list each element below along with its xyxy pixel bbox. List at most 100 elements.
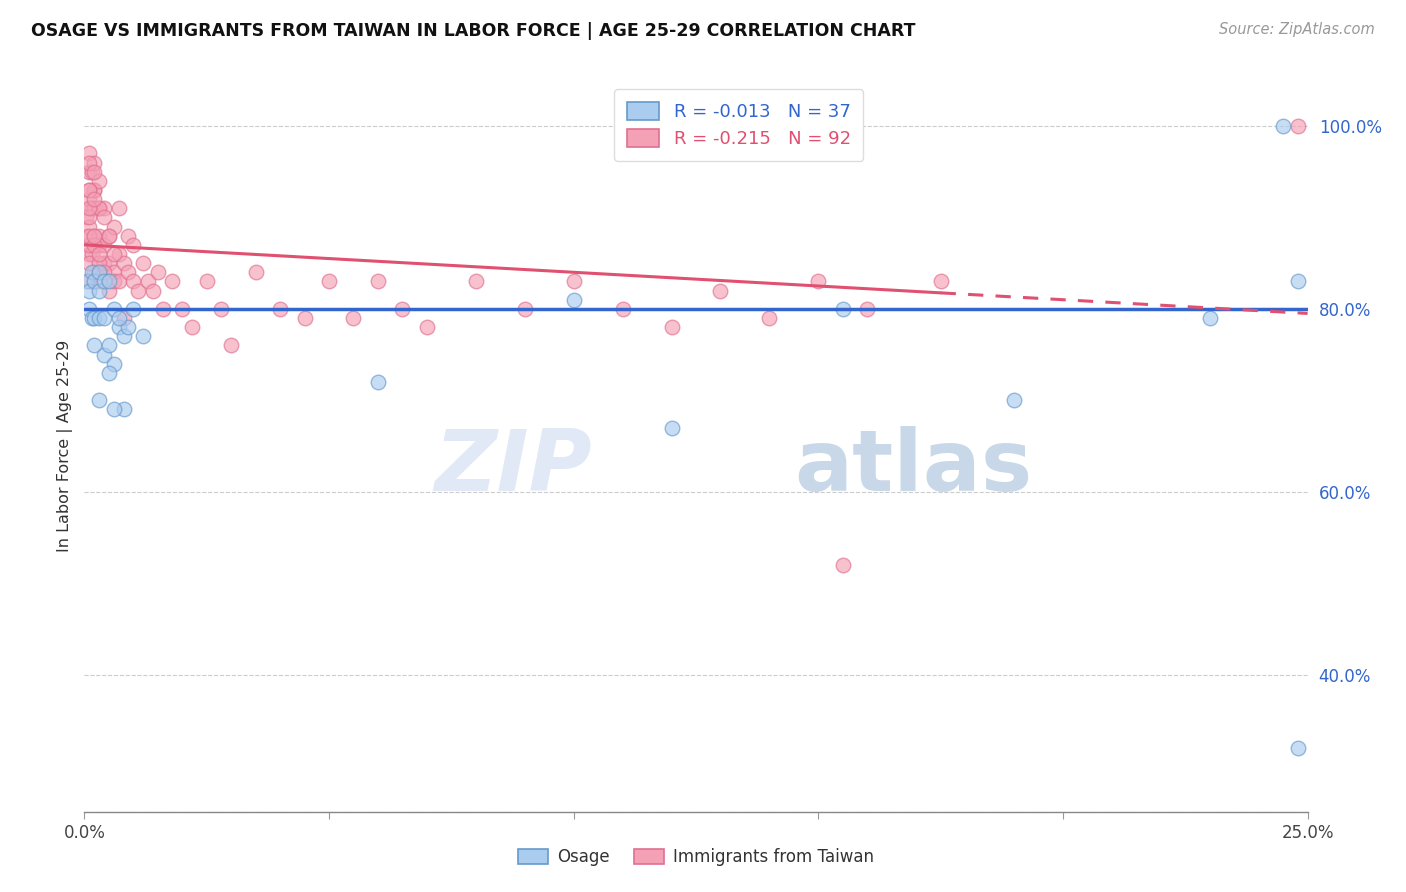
Point — [97, 275, 120, 289]
Point — [87, 256, 110, 270]
Point — [83, 192, 105, 206]
Point — [87, 265, 110, 279]
Point — [103, 265, 125, 279]
Point — [117, 265, 139, 279]
Point — [77, 155, 100, 169]
Point — [77, 256, 100, 270]
Point — [76, 228, 98, 243]
Point — [93, 265, 115, 279]
Point — [367, 275, 389, 289]
Point — [80, 201, 103, 215]
Point — [661, 320, 683, 334]
Point — [112, 402, 135, 417]
Point — [83, 310, 105, 325]
Point — [77, 164, 100, 178]
Point — [97, 284, 120, 298]
Point — [93, 348, 115, 362]
Point — [93, 201, 115, 215]
Point — [97, 366, 120, 380]
Point — [87, 201, 110, 215]
Point — [103, 301, 125, 316]
Point — [83, 155, 105, 169]
Point — [152, 301, 174, 316]
Point — [464, 275, 486, 289]
Point — [318, 275, 340, 289]
Point — [831, 301, 853, 316]
Text: OSAGE VS IMMIGRANTS FROM TAIWAN IN LABOR FORCE | AGE 25-29 CORRELATION CHART: OSAGE VS IMMIGRANTS FROM TAIWAN IN LABOR… — [31, 22, 915, 40]
Point — [80, 310, 103, 325]
Text: Source: ZipAtlas.com: Source: ZipAtlas.com — [1219, 22, 1375, 37]
Point — [87, 275, 110, 289]
Point — [77, 275, 100, 289]
Point — [77, 192, 100, 206]
Point — [93, 211, 115, 225]
Point — [77, 183, 100, 197]
Point — [107, 201, 129, 215]
Point — [83, 338, 105, 352]
Point — [929, 275, 952, 289]
Point — [172, 301, 194, 316]
Point — [83, 275, 105, 289]
Point — [87, 174, 110, 188]
Point — [80, 247, 103, 261]
Point — [107, 320, 129, 334]
Point — [80, 265, 103, 279]
Point — [807, 275, 830, 289]
Point — [195, 275, 218, 289]
Point — [132, 256, 155, 270]
Point — [112, 310, 135, 325]
Point — [294, 310, 316, 325]
Point — [612, 301, 634, 316]
Point — [77, 146, 100, 161]
Point — [77, 284, 100, 298]
Point — [856, 301, 879, 316]
Point — [758, 310, 780, 325]
Point — [416, 320, 439, 334]
Point — [1286, 275, 1309, 289]
Point — [209, 301, 232, 316]
Point — [87, 393, 110, 408]
Point — [77, 247, 100, 261]
Point — [269, 301, 291, 316]
Point — [77, 201, 100, 215]
Point — [103, 357, 125, 371]
Point — [103, 402, 125, 417]
Point — [83, 265, 105, 279]
Point — [391, 301, 413, 316]
Point — [80, 164, 103, 178]
Point — [122, 275, 145, 289]
Point — [83, 228, 105, 243]
Point — [93, 310, 115, 325]
Point — [87, 284, 110, 298]
Point — [146, 265, 169, 279]
Point — [562, 275, 585, 289]
Point — [709, 284, 731, 298]
Point — [112, 329, 135, 343]
Point — [77, 301, 100, 316]
Point — [831, 558, 853, 572]
Y-axis label: In Labor Force | Age 25-29: In Labor Force | Age 25-29 — [58, 340, 73, 552]
Point — [87, 201, 110, 215]
Point — [97, 228, 120, 243]
Point — [342, 310, 364, 325]
Point — [77, 219, 100, 234]
Legend: Osage, Immigrants from Taiwan: Osage, Immigrants from Taiwan — [512, 841, 880, 873]
Point — [661, 420, 683, 434]
Point — [87, 228, 110, 243]
Point — [103, 219, 125, 234]
Point — [77, 183, 100, 197]
Point — [87, 310, 110, 325]
Point — [142, 284, 165, 298]
Point — [107, 275, 129, 289]
Point — [83, 183, 105, 197]
Point — [1198, 310, 1220, 325]
Point — [93, 238, 115, 252]
Point — [76, 275, 98, 289]
Text: atlas: atlas — [794, 426, 1032, 509]
Point — [103, 247, 125, 261]
Point — [1286, 740, 1309, 755]
Point — [122, 238, 145, 252]
Point — [117, 320, 139, 334]
Point — [112, 256, 135, 270]
Point — [75, 211, 97, 225]
